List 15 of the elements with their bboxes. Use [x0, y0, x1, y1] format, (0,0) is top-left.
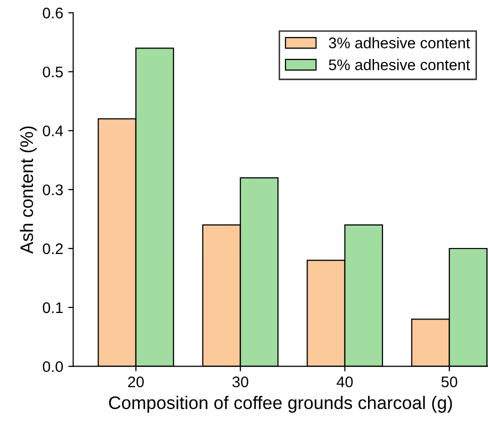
x-axis-title: Composition of coffee grounds charcoal (g)	[109, 396, 452, 413]
legend-label: 5% adhesive content	[328, 59, 470, 70]
y-tick-label: 0.1	[42, 302, 63, 314]
x-tick-label: 40	[336, 376, 353, 388]
y-tick-label: 0.2	[42, 243, 63, 254]
legend-label: 3% adhesive content	[328, 37, 470, 48]
y-tick-label: 0.6	[42, 8, 63, 18]
y-tick-label: 0.3	[42, 184, 63, 196]
x-tick-label: 50	[441, 376, 458, 388]
x-tick-label: 30	[232, 376, 248, 388]
y-tick-label: 0.0	[42, 361, 63, 372]
x-tick-label: 20	[128, 376, 144, 388]
y-tick-label: 0.5	[42, 66, 63, 78]
y-tick-label: 0.4	[42, 126, 64, 136]
y-axis-title: Ash content (%)	[20, 126, 37, 254]
